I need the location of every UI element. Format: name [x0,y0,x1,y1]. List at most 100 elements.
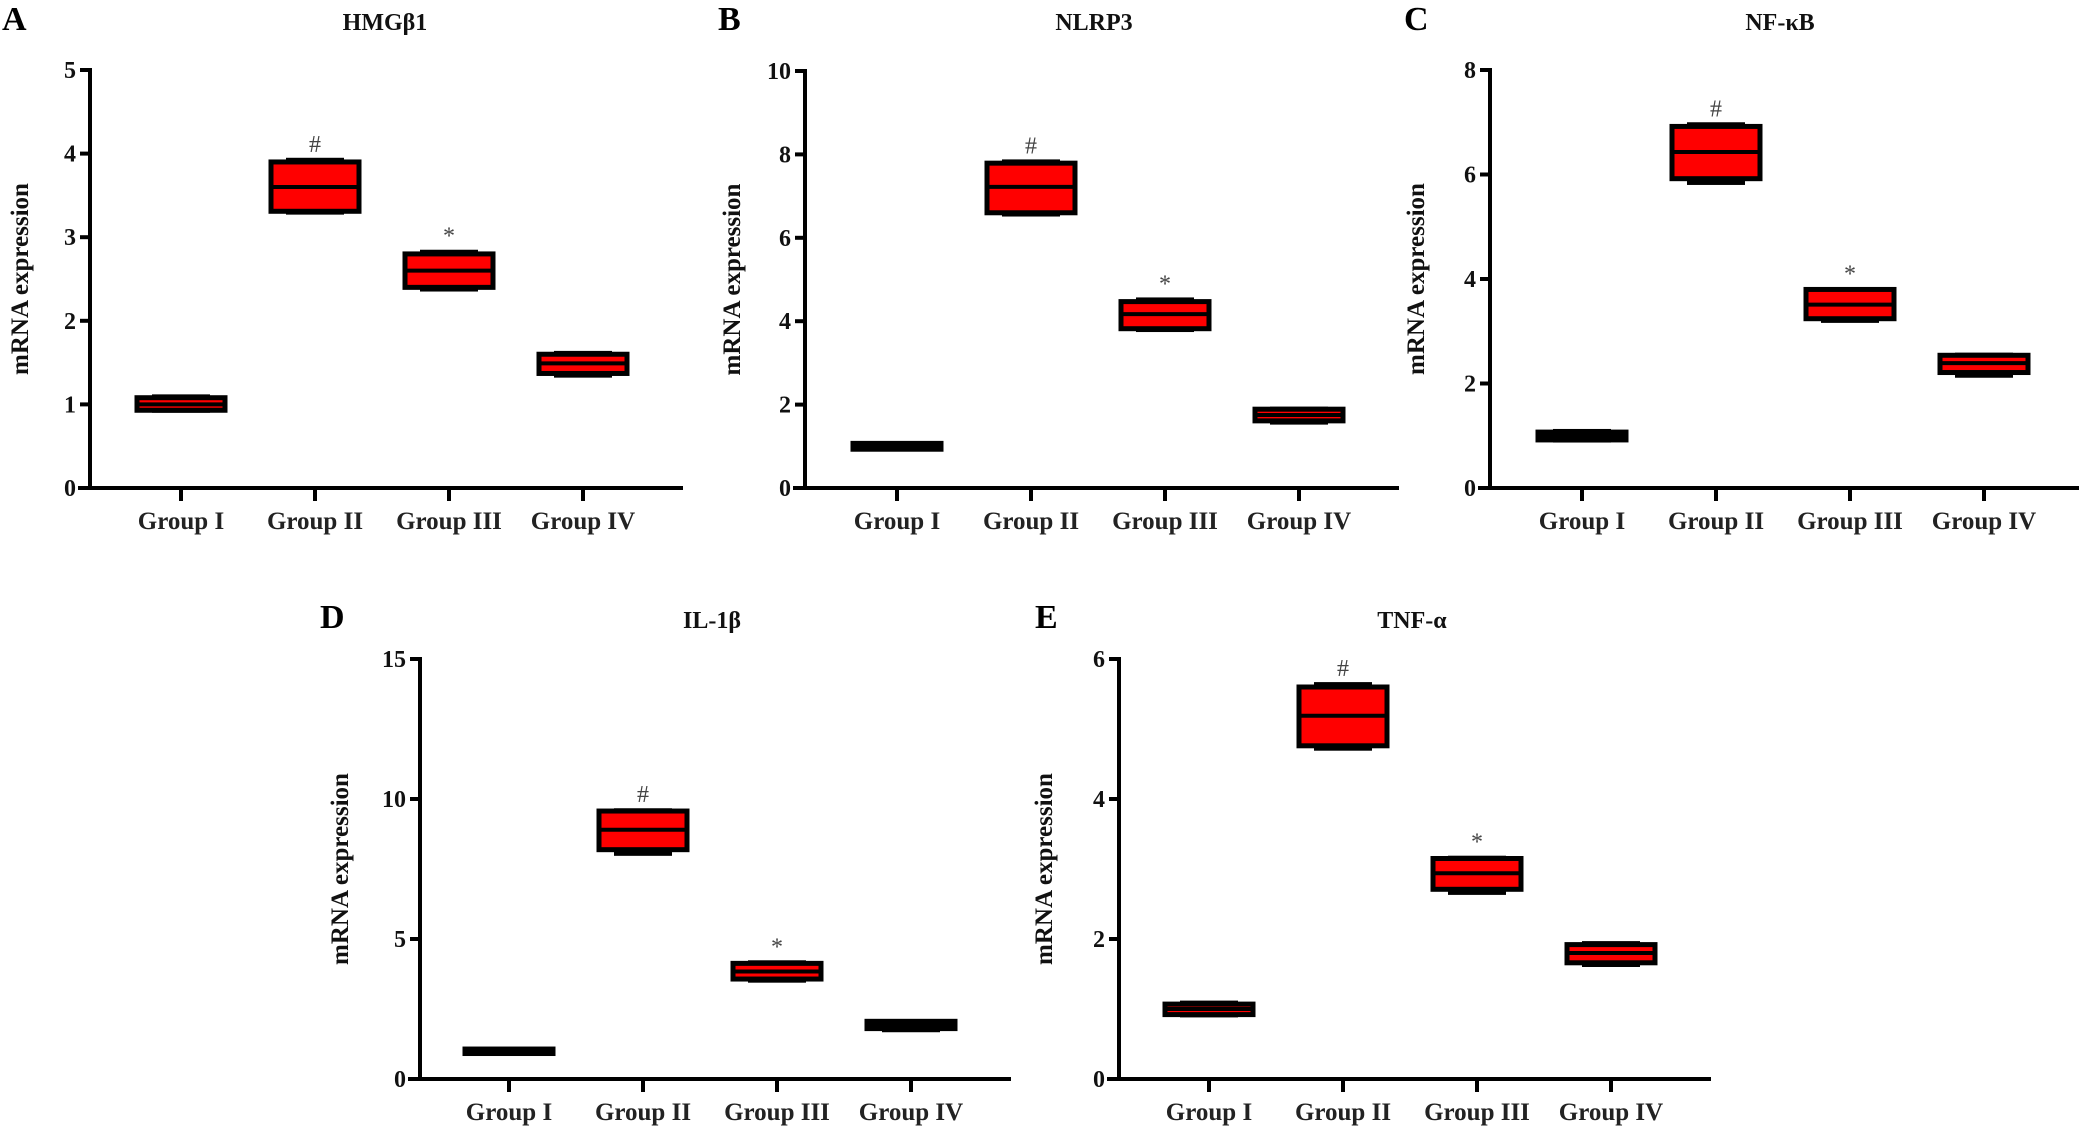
significance-asterisk-marker: * [1471,830,1483,856]
box-group-i [1535,428,1629,443]
x-tick-label: Group IV [1247,508,1351,535]
panel-letter: B [718,1,741,38]
y-tick-label: 2 [779,393,791,419]
panel-letter: E [1035,599,1058,636]
whisker-lower [1687,178,1745,185]
whisker-lower [1448,889,1506,895]
significance-hash-marker: # [1337,656,1349,682]
x-tick-label: Group III [396,508,502,535]
x-tick-label: Group II [595,1099,691,1126]
x-tick-label: Group III [1424,1099,1530,1126]
y-tick-label: 1 [64,392,76,418]
y-tick-label: 10 [767,59,791,85]
panel-title: IL-1β [683,608,741,634]
box-group-ii: # [1669,96,1763,185]
y-tick-label: 10 [382,787,406,813]
x-tick-label: Group IV [1559,1099,1663,1126]
y-tick-label: 2 [1464,372,1476,398]
y-tick-label: 15 [382,647,406,673]
y-axis-title: mRNA expression [7,183,34,375]
y-axis-title: mRNA expression [1031,773,1058,965]
y-tick-label: 0 [1464,476,1476,502]
y-tick-label: 8 [1464,58,1476,84]
x-tick-label: Group III [1112,508,1218,535]
y-tick-label: 4 [1464,267,1476,293]
y-tick-label: 2 [64,309,76,335]
y-axis-title: mRNA expression [719,183,746,375]
panel-c: C NF-κB mRNA expression 0 2 4 6 8 Group I Group I… [1403,1,2079,535]
x-tick-label: Group II [1668,508,1764,535]
panel-title: TNF-α [1377,608,1447,634]
box-group-i [462,1046,556,1057]
y-tick-label: 0 [394,1067,406,1093]
y-tick-label: 5 [64,58,76,84]
box-group-i [1162,1000,1256,1018]
x-tick-label: Group I [1539,508,1625,535]
panel-title: NF-κB [1745,10,1814,36]
x-tick-label: Group I [1166,1099,1252,1126]
significance-asterisk-marker: * [1159,271,1171,297]
panel-b: B NLRP3 mRNA expression 0 2 4 6 8 10 Group I Group… [718,1,1399,535]
x-tick-label: Group I [466,1099,552,1126]
box-group-ii: # [1296,656,1390,751]
box-group-iii: * [1803,261,1897,323]
y-tick-label: 4 [1093,787,1105,813]
box-group-iv [864,1018,958,1033]
significance-asterisk-marker: * [1844,261,1856,287]
box-group-iv [1564,941,1658,967]
box-group-ii: # [268,132,362,215]
significance-hash-marker: # [1025,133,1037,159]
y-tick-label: 0 [64,476,76,502]
box-group-iii: * [1430,830,1524,895]
panel-letter: A [2,1,27,38]
y-tick-label: 3 [64,225,76,251]
panel-e: E TNF-α mRNA expression 0 2 4 6 Group I Group II… [1031,599,1711,1126]
y-tick-label: 6 [1093,647,1105,673]
panel-title: HMGβ1 [343,10,428,36]
significance-hash-marker: # [1710,96,1722,122]
y-axis-title: mRNA expression [1403,183,1430,375]
box-group-iv [1252,406,1346,425]
y-tick-label: 5 [394,927,406,953]
y-tick-label: 0 [1093,1067,1105,1093]
y-tick-label: 4 [779,309,791,335]
y-tick-label: 2 [1093,927,1105,953]
x-tick-label: Group II [1295,1099,1391,1126]
box-group-i [850,440,944,452]
x-tick-label: Group II [983,508,1079,535]
y-axis-title: mRNA expression [327,773,354,965]
box-group-ii: # [596,782,690,856]
panel-letter: D [320,599,345,636]
y-tick-label: 6 [1464,163,1476,189]
x-tick-label: Group III [724,1099,830,1126]
x-tick-label: Group IV [1932,508,2036,535]
box-group-i [134,394,228,413]
x-tick-label: Group I [854,508,940,535]
box-group-iii: * [730,934,824,983]
x-tick-label: Group III [1797,508,1903,535]
y-tick-label: 8 [779,142,791,168]
x-tick-label: Group IV [859,1099,963,1126]
box-group-iii: * [1118,271,1212,333]
box-group-iv [1937,352,2031,378]
whisker-lower [614,849,672,856]
panel-a: A HMGβ1 mRNA expression 0 1 2 3 4 5 Group I Group … [2,1,683,535]
significance-asterisk-marker: * [771,934,783,960]
box-group-iii: * [402,224,496,292]
panel-letter: C [1404,1,1429,38]
panel-d: D IL-1β mRNA expression 0 5 10 15 Group I Group … [320,599,1011,1126]
y-tick-label: 0 [779,476,791,502]
box-group-iv [536,350,630,378]
box-group-ii: # [984,133,1078,217]
significance-hash-marker: # [637,782,649,808]
significance-hash-marker: # [309,132,321,158]
panel-title: NLRP3 [1055,10,1132,36]
whisker-lower [1955,372,2013,378]
x-tick-label: Group IV [531,508,635,535]
significance-asterisk-marker: * [443,224,455,250]
y-tick-label: 4 [64,142,76,168]
x-tick-label: Group I [138,508,224,535]
y-tick-label: 6 [779,226,791,252]
x-tick-label: Group II [267,508,363,535]
